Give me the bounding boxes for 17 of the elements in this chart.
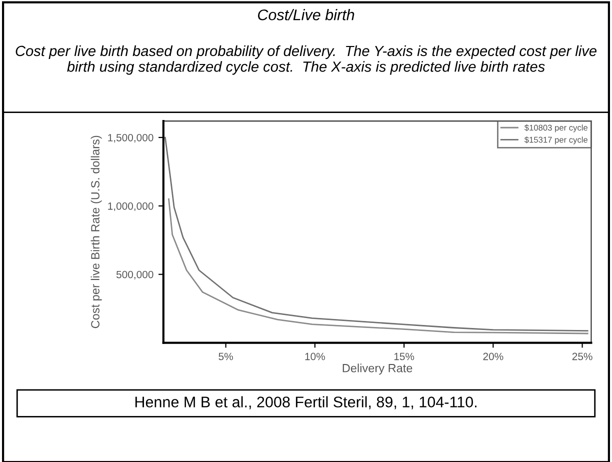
y-tick-label: 500,000 [116, 270, 154, 280]
legend-label: $10803 per cycle [524, 124, 588, 132]
y-tick-label: 1,000,000 [108, 202, 154, 212]
chart-title: Cost/Live birth [258, 9, 354, 20]
y-axis-title: Cost per live Birth Rate (U.S. dollars) [90, 136, 102, 328]
text: Henne M B et al., 2008 Fertil Steril, 89, 1, 104-110. [135, 396, 476, 410]
x-tick-label: 15% [394, 352, 414, 360]
legend-label: $15317 per cycle [524, 136, 588, 144]
y-tick-label: 1,500,000 [108, 134, 154, 143]
x-tick-label: 20% [483, 352, 504, 360]
x-tick-label: 5% [218, 352, 233, 360]
line-series [164, 136, 588, 332]
chart-subtitle: Cost per live birth based on probability of delivery. The Y-axis is the expected cost per live birth using standardized cycle cost. The X-axis is predicted live birth rates [16, 45, 596, 75]
x-tick-label: 10% [305, 352, 325, 360]
line-series [168, 198, 588, 334]
x-axis-title: Delivery Rate [342, 364, 412, 375]
x-tick-label: 25% [572, 352, 592, 360]
